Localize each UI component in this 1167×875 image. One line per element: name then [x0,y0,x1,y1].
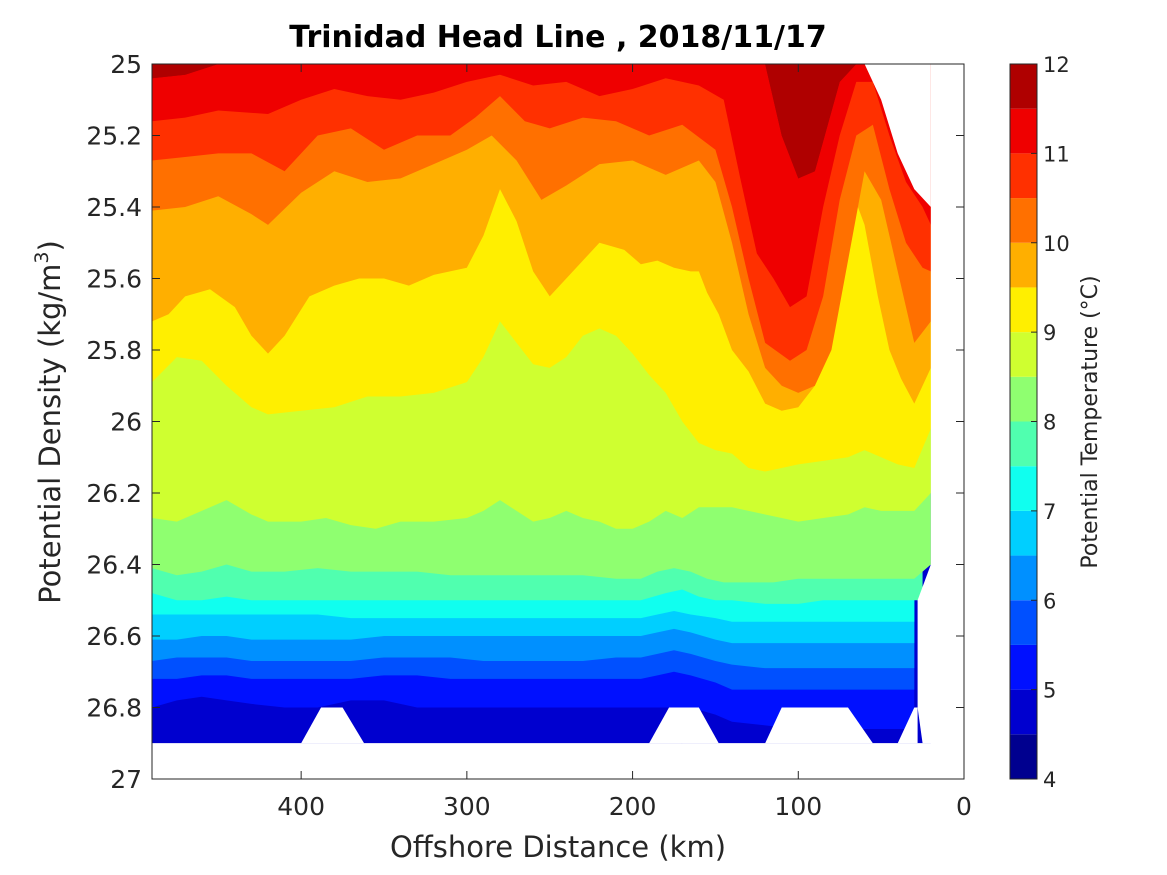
y-tick-label: 26.2 [86,479,142,508]
x-tick-label: 0 [956,792,972,821]
colorbar-swatch [1010,510,1037,556]
colorbar-title: Potential Temperature (°C) [1078,275,1103,568]
colorbar-swatch [1010,600,1037,645]
colorbar-swatch [1010,376,1037,422]
colorbar-swatch [1010,555,1037,601]
x-axis: 400 300 200 100 0 [277,64,972,821]
x-tick-label: 200 [609,792,657,821]
colorbar-tick-label: 9 [1043,321,1056,345]
x-axis-title: Offshore Distance (km) [390,830,726,864]
contour-fills [152,64,931,744]
x-tick-label: 300 [443,792,491,821]
colorbar-swatch [1010,242,1037,288]
colorbar: 4 5 6 7 8 9 10 11 12 [1009,53,1070,792]
colorbar-tick-label: 8 [1043,411,1056,435]
y-tick-label: 26 [110,408,142,437]
y-tick-label: 25.6 [86,265,142,294]
y-axis: 25 25.2 25.4 25.6 25.8 26 26.2 26.4 26.6 26.8 27 [86,50,964,794]
y-tick-label: 26.4 [86,551,142,580]
x-tick-label: 400 [277,792,325,821]
colorbar-swatch [1010,734,1037,779]
x-tick-label: 100 [774,792,822,821]
colorbar-swatch [1010,689,1037,735]
colorbar-swatch [1010,198,1037,243]
contour-band-11.5 [152,64,931,308]
mask-bottom-notch [897,707,918,744]
y-tick-label: 26.6 [86,622,142,651]
mask-bottom-notch [301,707,365,744]
y-tick-label: 25.4 [86,193,142,222]
colorbar-tick-label: 5 [1043,679,1056,703]
colorbar-tick-label: 12 [1043,53,1070,77]
colorbar-swatch [1010,64,1037,109]
y-tick-label: 25 [110,50,142,79]
y-axis-title: Potential Density (kg/m3) [31,240,67,604]
y-tick-label: 25.2 [86,122,142,151]
contour-band-max [152,64,857,179]
colorbar-swatch [1010,332,1037,377]
colorbar-tick-label: 6 [1043,589,1056,613]
no-data-masks [152,64,964,779]
chart-title: Trinidad Head Line , 2018/11/17 [289,20,826,55]
mask-bottom-notch [649,707,719,744]
y-tick-label: 26.8 [86,694,142,723]
colorbar-tick-label: 11 [1043,142,1070,166]
y-tick-label: 27 [110,765,142,794]
mask-bottom-edge [152,743,964,779]
y-tick-label: 25.8 [86,336,142,365]
colorbar-swatch [1010,108,1037,154]
colorbar-swatch [1010,287,1037,333]
colorbar-tick-label: 4 [1043,768,1056,792]
colorbar-tick-label: 7 [1043,500,1056,524]
colorbar-swatch [1010,153,1037,199]
mask-top-right-wedge [864,64,931,207]
colorbar-tick-label: 10 [1043,232,1070,256]
colorbar-swatch [1010,644,1037,690]
colorbar-swatch [1010,421,1037,467]
colorbar-swatch [1010,466,1037,511]
mask-bottom-notch [765,707,873,744]
